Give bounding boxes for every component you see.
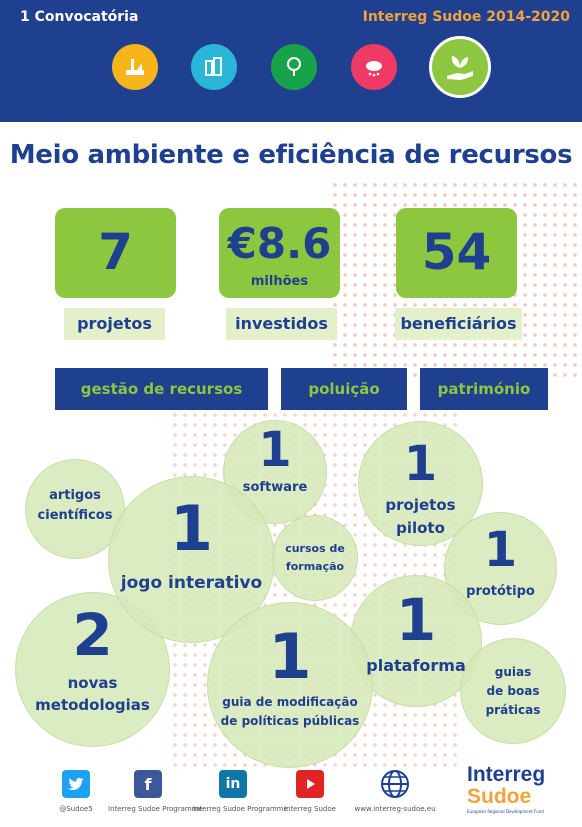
output-pilot-number: 1	[403, 436, 438, 492]
social-caption: Interreg Sudoe	[284, 805, 336, 813]
stat-investment-box: €8.6 milhões	[219, 208, 340, 298]
social-linkedin[interactable]: in Interreg Sudoe Programme	[193, 770, 288, 813]
social-website[interactable]: www.interreg-sudoe.eu	[350, 770, 440, 813]
stat-sub: milhões	[250, 274, 309, 289]
social-caption: Interreg Sudoe Programme	[193, 805, 288, 813]
output-prototype-label: protótipo	[466, 584, 535, 599]
tag-heritage: património	[420, 368, 548, 410]
building-icon	[191, 44, 237, 90]
output-circle-good-practices	[460, 638, 566, 744]
globe-icon[interactable]	[379, 768, 411, 800]
output-software-number: 1	[258, 422, 292, 478]
output-policy-guide-label: guia de modificação de políticas pública…	[220, 695, 360, 728]
stat-value: 54	[421, 223, 492, 281]
output-circle-courses	[272, 515, 358, 601]
output-articles-label: artigos científicos	[37, 488, 113, 523]
tag-resource-management: gestão de recursos	[55, 368, 268, 410]
tree-icon	[271, 44, 317, 90]
social-caption: @Sudoe5	[59, 805, 93, 813]
header-banner: 1 Convocatória Interreg Sudoe 2014-2020	[0, 0, 582, 122]
linkedin-icon[interactable]: in	[219, 770, 247, 798]
youtube-icon[interactable]	[296, 770, 324, 798]
output-circle-policy-guide	[207, 602, 373, 768]
page-title: Meio ambiente e eficiência de recursos	[9, 140, 573, 170]
facebook-icon[interactable]: f	[134, 770, 162, 798]
industry-icon	[112, 44, 158, 90]
tag-pollution: poluição	[281, 368, 407, 410]
social-twitter[interactable]: @Sudoe5	[48, 770, 104, 813]
call-label: 1 Convocatória	[20, 9, 139, 25]
stat-label-invested: investidos	[226, 308, 337, 340]
social-facebook[interactable]: f Interreg Sudoe Programme	[108, 770, 203, 813]
stat-projects-box: 7	[55, 208, 176, 298]
output-good-practices-label: guias de boas práticas	[485, 665, 541, 717]
stat-value: €8.6	[227, 219, 332, 268]
logo-text-sudoe: Sudoe	[467, 785, 532, 808]
stat-beneficiaries-box: 54	[396, 208, 517, 298]
logo-text-interreg: Interreg	[467, 763, 546, 786]
output-courses-label: cursos de formação	[285, 542, 345, 573]
stat-label-beneficiaries: beneficiários	[395, 308, 522, 340]
weather-icon	[351, 44, 397, 90]
output-pilot-label: projetos piloto	[385, 496, 456, 537]
social-caption: www.interreg-sudoe.eu	[354, 805, 436, 813]
interreg-sudoe-logo: Interreg Sudoe European Regional Develop…	[467, 763, 577, 821]
logo-text-fund: European Regional Development Fund	[467, 809, 544, 814]
output-methodologies-number: 2	[72, 601, 113, 669]
output-methodologies-label: novas metodologias	[35, 674, 150, 714]
output-prototype-number: 1	[483, 522, 518, 578]
twitter-icon[interactable]	[62, 770, 90, 798]
plant-hand-icon	[429, 36, 491, 98]
output-software-label: software	[242, 480, 308, 495]
output-policy-guide-number: 1	[268, 620, 312, 693]
output-circle-articles	[25, 459, 125, 559]
output-game-number: 1	[169, 492, 214, 565]
output-game-label: jogo interativo	[120, 573, 263, 593]
programme-label: Interreg Sudoe 2014-2020	[362, 9, 570, 25]
stat-value: 7	[98, 223, 133, 281]
social-youtube[interactable]: Interreg Sudoe	[282, 770, 338, 813]
stat-label-projects: projetos	[64, 308, 165, 340]
output-platform-number: 1	[395, 586, 437, 654]
output-platform-label: plataforma	[366, 656, 466, 675]
social-caption: Interreg Sudoe Programme	[108, 805, 203, 813]
